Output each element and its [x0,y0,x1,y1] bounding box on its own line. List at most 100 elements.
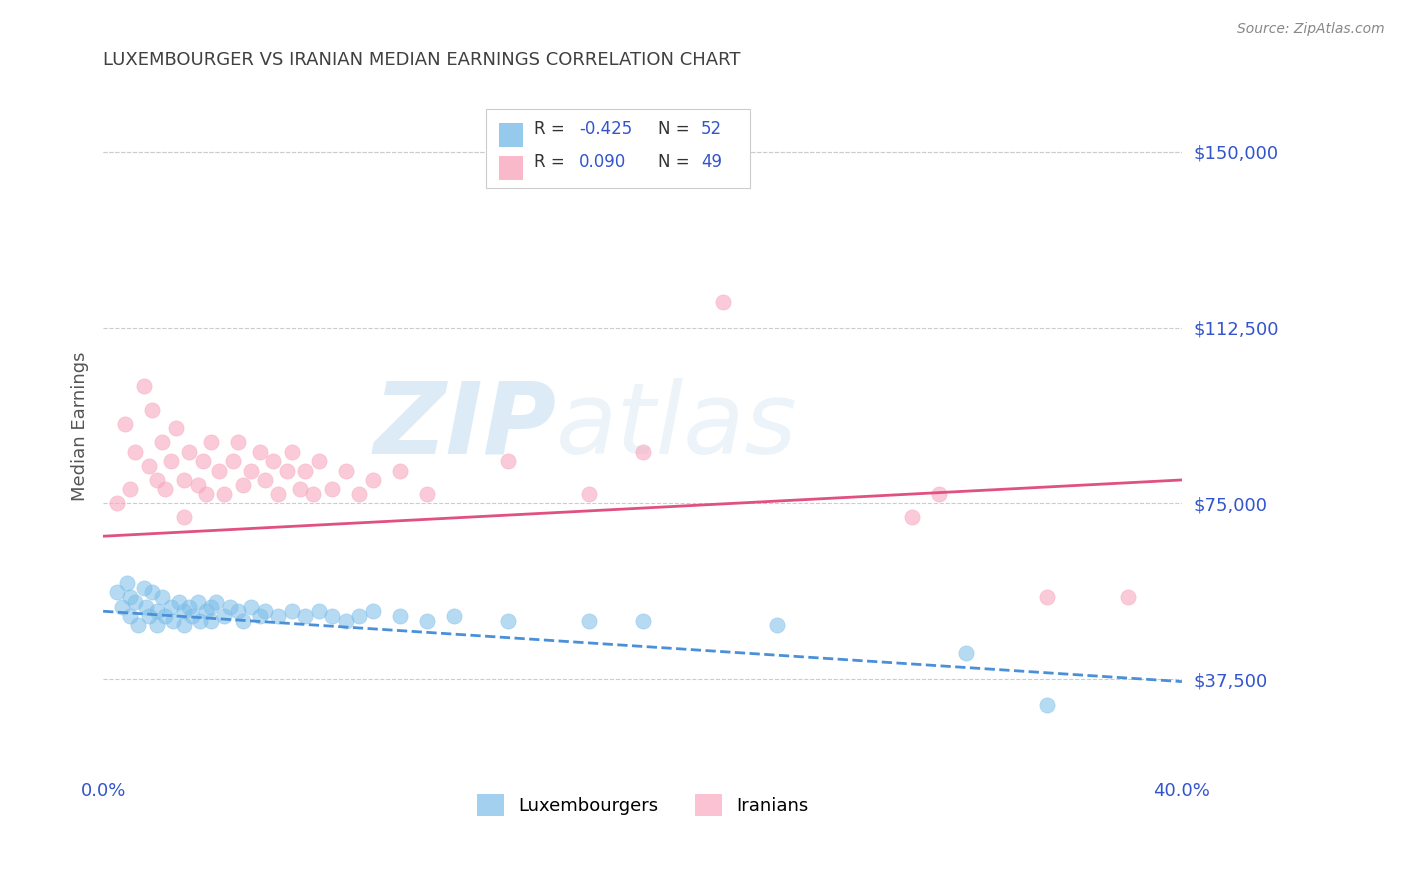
Point [388,609,411,624]
Text: ZIP: ZIP [373,377,557,475]
Point [226,435,249,450]
Point [416,614,439,628]
Point [308,604,330,618]
FancyBboxPatch shape [499,122,523,147]
Point [288,483,311,497]
Point [179,599,201,614]
Y-axis label: Median Earnings: Median Earnings [72,351,89,500]
Point [928,487,950,501]
Point [117,576,139,591]
Point [120,609,142,624]
Point [335,464,357,478]
Point [416,487,439,501]
Point [240,599,263,614]
Point [253,473,276,487]
Point [1036,698,1059,712]
Point [496,614,519,628]
Point [335,614,357,628]
Point [361,473,384,487]
Point [167,595,190,609]
Point [219,599,242,614]
Point [496,454,519,468]
Point [281,604,304,618]
Point [124,445,146,459]
Point [153,483,176,497]
Text: 0.090: 0.090 [579,153,626,171]
Point [226,604,249,618]
Point [132,581,155,595]
Point [578,487,600,501]
Point [159,599,181,614]
Point [146,473,169,487]
Point [308,454,330,468]
Point [321,483,343,497]
Point [191,454,214,468]
Point [281,445,304,459]
Point [114,417,136,431]
Point [232,477,254,491]
Point [120,590,142,604]
FancyBboxPatch shape [486,109,751,188]
Point [141,402,163,417]
Point [443,609,465,624]
Legend: Luxembourgers, Iranians: Luxembourgers, Iranians [470,788,815,823]
Point [208,464,231,478]
Point [186,595,208,609]
Point [232,614,254,628]
Point [361,604,384,618]
Point [132,379,155,393]
Point [165,421,187,435]
Point [955,647,977,661]
Point [200,599,222,614]
Point [146,618,169,632]
Point [173,618,195,632]
Point [200,614,222,628]
Point [173,473,195,487]
Point [221,454,243,468]
Point [294,609,316,624]
Point [262,454,284,468]
Point [276,464,298,478]
Point [249,445,271,459]
Point [349,609,371,624]
Point [105,585,128,599]
Point [766,618,789,632]
Text: R =: R = [533,153,569,171]
Text: 52: 52 [700,120,721,138]
Point [294,464,316,478]
Point [138,609,160,624]
Point [200,435,222,450]
Point [152,590,174,604]
Point [349,487,371,501]
Point [162,614,184,628]
Point [105,496,128,510]
Text: -0.425: -0.425 [579,120,633,138]
Point [205,595,228,609]
Point [214,487,236,501]
Point [214,609,236,624]
Point [111,599,134,614]
Point [181,609,204,624]
Point [267,487,290,501]
Point [141,585,163,599]
Point [186,477,208,491]
Point [1116,590,1139,604]
Point [120,483,142,497]
Point [194,604,217,618]
Point [321,609,343,624]
Point [173,510,195,524]
Text: N =: N = [658,120,695,138]
Point [135,599,157,614]
Text: Source: ZipAtlas.com: Source: ZipAtlas.com [1237,22,1385,37]
Point [388,464,411,478]
Point [267,609,290,624]
Point [253,604,276,618]
Point [631,445,654,459]
Text: N =: N = [658,153,695,171]
Point [194,487,217,501]
Point [188,614,211,628]
Point [901,510,924,524]
Point [249,609,271,624]
Point [179,445,201,459]
Point [152,435,174,450]
